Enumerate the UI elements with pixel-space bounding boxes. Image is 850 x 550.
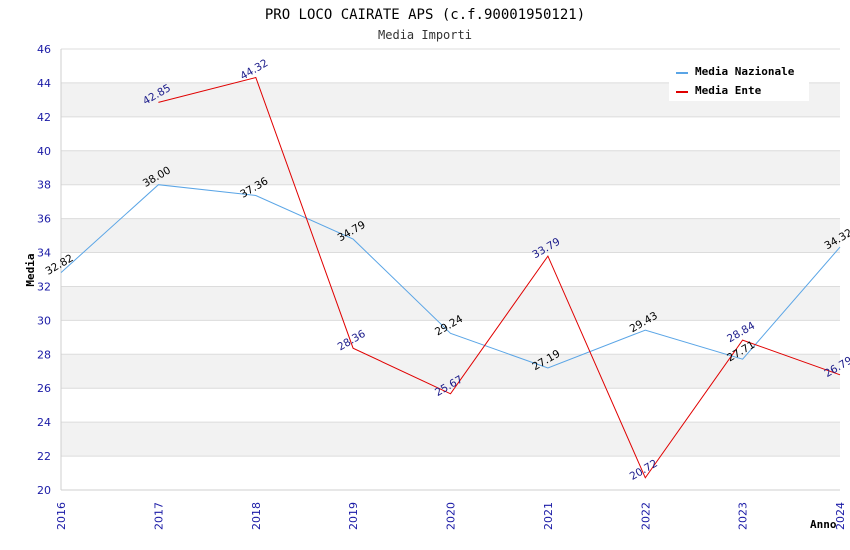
series-line-0 xyxy=(60,184,841,369)
x-tick-label: 2018 xyxy=(250,502,263,530)
data-label: 28.36 xyxy=(336,328,368,354)
x-tick-label: 2022 xyxy=(639,502,652,530)
y-tick-label: 30 xyxy=(37,314,51,327)
y-tick-label: 26 xyxy=(37,382,51,395)
y-tick-label: 38 xyxy=(37,179,51,192)
y-axis-ticks: 20 22 24 26 28 30 32 34 36 38 40 42 44 46 xyxy=(37,43,51,497)
y-tick-label: 28 xyxy=(37,348,51,361)
x-tick-label: 2016 xyxy=(55,502,68,530)
legend-box xyxy=(669,59,809,101)
legend: Media Nazionale Media Ente xyxy=(669,59,809,101)
y-tick-label: 44 xyxy=(37,77,51,90)
data-label: 20.72 xyxy=(628,457,660,482)
y-tick-label: 40 xyxy=(37,145,51,158)
legend-label: Media Nazionale xyxy=(695,65,795,78)
x-tick-label: 2021 xyxy=(542,502,555,530)
grid-bands xyxy=(61,82,840,457)
y-tick-label: 32 xyxy=(37,280,51,293)
x-tick-label: 2023 xyxy=(737,502,750,530)
legend-label: Media Ente xyxy=(695,84,762,97)
gridlines xyxy=(60,48,840,491)
y-tick-label: 46 xyxy=(37,43,51,56)
y-tick-label: 36 xyxy=(37,213,51,226)
grid-band xyxy=(61,354,840,389)
y-tick-label: 24 xyxy=(37,416,51,429)
series-lines xyxy=(60,76,841,479)
grid-band xyxy=(61,286,840,321)
y-tick-label: 22 xyxy=(37,450,51,463)
y-axis-label: Media xyxy=(24,253,37,286)
grid-band xyxy=(61,422,840,457)
x-tick-label: 2024 xyxy=(834,502,847,530)
y-tick-label: 20 xyxy=(37,484,51,497)
grid-band xyxy=(61,218,840,253)
y-tick-label: 42 xyxy=(37,111,51,124)
series-line-1 xyxy=(158,76,841,479)
x-axis-label: Anno xyxy=(810,518,837,531)
x-tick-label: 2020 xyxy=(445,502,458,530)
grid-band xyxy=(61,150,840,185)
x-tick-label: 2017 xyxy=(152,502,165,530)
x-tick-label: 2019 xyxy=(347,502,360,530)
data-label: 44.32 xyxy=(238,57,270,82)
y-tick-label: 34 xyxy=(37,247,51,260)
chart-subtitle: Media Importi xyxy=(378,28,472,42)
chart-title: PRO LOCO CAIRATE APS (c.f.90001950121) xyxy=(265,7,585,23)
x-axis-ticks: 2016 2017 2018 2019 2020 2021 2022 2023 2024 xyxy=(55,502,847,530)
